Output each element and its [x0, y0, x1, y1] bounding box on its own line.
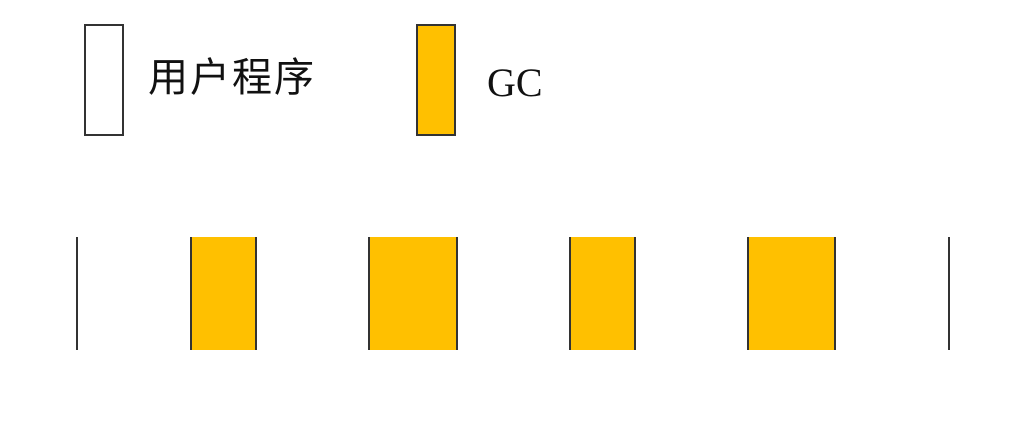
user-program-segment	[458, 237, 569, 350]
user-program-segment	[636, 237, 747, 350]
user-program-segment	[257, 237, 368, 350]
gc-segment	[368, 237, 458, 350]
gc-segment	[190, 237, 257, 350]
legend-gc-label: GC	[487, 63, 543, 103]
user-program-segment	[836, 237, 948, 350]
gc-segment	[569, 237, 636, 350]
user-program-segment	[78, 237, 190, 350]
legend-gc-swatch	[416, 24, 456, 136]
execution-timeline	[76, 237, 950, 350]
legend-user-program-label: 用户程序	[148, 58, 316, 98]
legend-user-program-swatch	[84, 24, 124, 136]
gc-segment	[747, 237, 836, 350]
